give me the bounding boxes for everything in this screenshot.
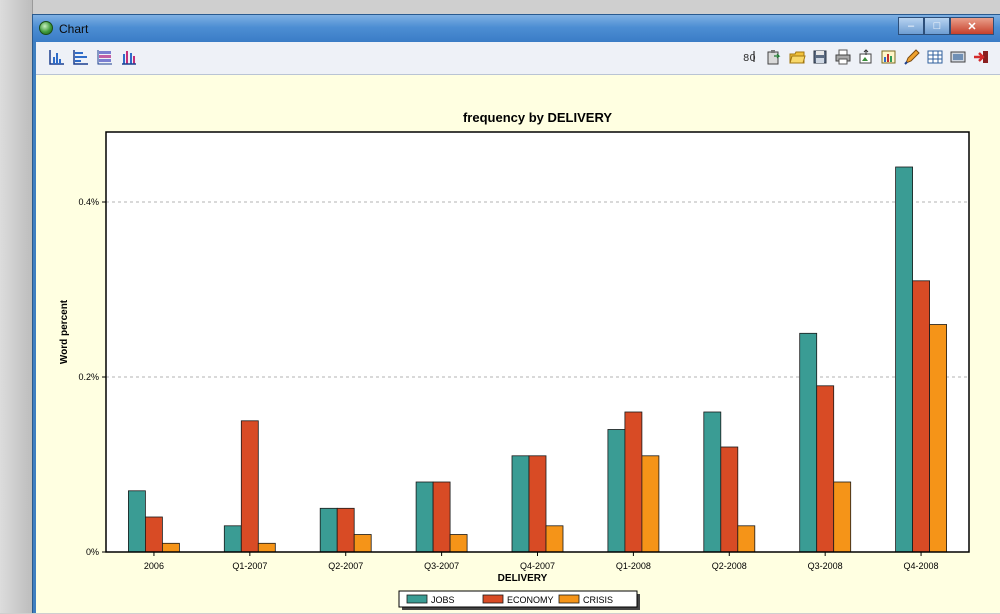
x-tick-label: Q4-2007 [520,561,555,571]
edit-pencil-icon[interactable] [903,48,921,66]
chart-type-tools [48,48,138,66]
bar-economy [912,280,930,553]
app-icon [39,21,53,35]
x-tick-label: 2006 [144,561,164,571]
bar-chart: frequency by DELIVERY 0% 0.2% 0.4% 2006 Q1-20… [59,110,970,610]
minimize-button[interactable]: – [898,17,924,35]
bar-chart-tool-icon[interactable] [48,48,66,66]
legend-label-jobs: JOBS [431,595,455,605]
x-tick-label: Q4-2008 [904,561,939,571]
bar-economy [145,516,163,553]
horizontal-bar-chart-tool-icon[interactable] [72,48,90,66]
bar-economy [336,507,355,553]
bar-jobs [895,166,913,553]
legend-label-economy: ECONOMY [507,595,554,605]
toolbar: 80 [36,42,1000,75]
print-icon[interactable] [834,48,852,66]
y-axis-label: Word percent [59,299,70,364]
export-image-icon[interactable] [857,48,875,66]
open-folder-icon[interactable] [788,48,806,66]
close-button[interactable]: ✕ [950,17,994,35]
bar-crisis [162,542,180,553]
bar-jobs [415,481,434,553]
legend-swatch-economy [482,594,504,604]
bar-jobs [799,332,818,553]
bar-crisis [737,525,756,553]
bar-crisis [449,534,468,553]
bar-jobs [607,429,626,553]
svg-text:80: 80 [743,53,756,64]
action-tools: 80 [742,48,990,66]
bar-economy [432,481,451,553]
desktop-background [0,0,33,613]
chart-panel: frequency by DELIVERY 0% 0.2% 0.4% 2006 Q1-20… [36,75,1000,613]
bar-economy [528,455,547,553]
x-tick-label: Q2-2007 [328,561,363,571]
x-tick-label: Q3-2008 [808,561,843,571]
copy-clipboard-icon[interactable] [765,48,783,66]
exit-icon[interactable] [972,48,990,66]
y-tick-label: 0% [86,547,99,557]
bar-crisis [353,534,372,553]
bar-crisis [257,542,276,553]
bar-economy [816,385,835,553]
bar-economy [624,411,643,553]
x-tick-label: Q1-2008 [616,561,651,571]
window-title: Chart [59,22,89,36]
data-table-icon[interactable] [926,48,944,66]
stacked-chart-tool-icon[interactable] [96,48,114,66]
bar-economy [240,420,259,553]
bar-crisis [641,455,660,553]
bar-crisis [929,324,947,553]
chart-editor-icon[interactable] [880,48,898,66]
legend-label-crisis: CRISIS [583,595,613,605]
chart-title: frequency by DELIVERY [463,110,612,125]
bar-crisis [545,525,564,553]
bar-jobs [223,525,242,553]
grouped-bar-chart-tool-icon[interactable] [120,48,138,66]
legend-swatch-crisis [558,594,580,604]
bar-jobs [511,455,530,553]
y-tick-label: 0.2% [78,372,99,382]
x-tick-label: Q1-2007 [232,561,267,571]
x-tick-label: Q3-2007 [424,561,459,571]
bar-economy [720,446,739,553]
window-controls: – □ ✕ [898,17,994,35]
legend-swatch-jobs [406,594,428,604]
x-tick-label: Q2-2008 [712,561,747,571]
bar-jobs [128,490,146,553]
save-disk-icon[interactable] [811,48,829,66]
maximize-button[interactable]: □ [924,17,950,35]
y-tick-label: 0.4% [78,197,99,207]
chart-window: Chart – □ ✕ 80 [32,14,1000,613]
title-bar[interactable]: Chart – □ ✕ [33,15,1000,42]
bar-jobs [703,411,722,553]
bar-jobs [319,507,338,553]
screen-display-icon[interactable] [949,48,967,66]
label-numbers-icon[interactable]: 80 [742,48,760,66]
x-axis-label: DELIVERY [498,573,548,584]
bar-crisis [833,481,852,553]
plot-frame [105,131,970,553]
